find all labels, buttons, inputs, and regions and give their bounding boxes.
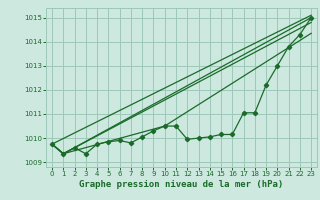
X-axis label: Graphe pression niveau de la mer (hPa): Graphe pression niveau de la mer (hPa) (79, 180, 284, 189)
